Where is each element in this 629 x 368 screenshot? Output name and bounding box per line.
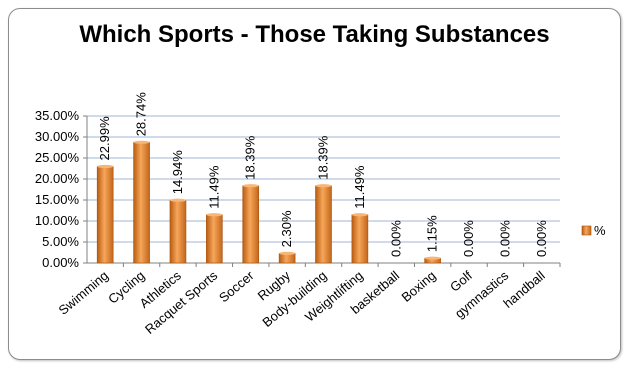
data-label: 14.94% [170, 150, 185, 195]
axes: 0.00% 5.00% 10.00% 15.00% 20.00% 25.00% 30.00%… [35, 108, 561, 337]
category-label: handball [500, 268, 547, 311]
data-label: 28.74% [134, 92, 149, 137]
chart-title: Which Sports - Those Taking Substances [79, 21, 550, 48]
data-label: 11.49% [206, 165, 221, 209]
legend-swatch [581, 225, 592, 236]
y-tick-label: 0.00% [42, 255, 79, 270]
bar-cap [133, 140, 150, 144]
data-label: 0.00% [388, 220, 403, 257]
bar-cap [424, 256, 441, 260]
data-label: 0.00% [497, 220, 512, 257]
y-tick-label: 15.00% [35, 192, 80, 207]
y-tick-label: 25.00% [35, 150, 80, 165]
bar [242, 185, 260, 264]
legend: % [581, 223, 606, 238]
y-tick-label: 35.00% [35, 108, 80, 123]
bars [96, 140, 441, 264]
legend-label: % [594, 223, 606, 238]
data-label: 1.15% [425, 215, 440, 252]
data-label: 0.00% [461, 220, 476, 257]
y-tick-label: 30.00% [35, 129, 80, 144]
y-tick-label: 20.00% [35, 171, 80, 186]
bar [206, 214, 223, 264]
data-label: 0.00% [534, 220, 549, 257]
bar [351, 214, 369, 264]
bar-cap [279, 251, 296, 255]
data-labels: 22.99% 28.74% 14.94% 11.49% 18.39% 2.30% 18.39… [97, 92, 549, 257]
category-label: Swimming [56, 268, 112, 318]
bar [169, 199, 187, 264]
data-label: 18.39% [243, 135, 258, 180]
bar-cap [169, 198, 186, 202]
y-tick-label: 10.00% [35, 213, 80, 228]
category-label: Golf [447, 268, 475, 295]
category-label: Soccer [216, 267, 257, 305]
data-label: 18.39% [316, 135, 331, 180]
bar-cap [351, 213, 368, 217]
bar-cap [206, 213, 223, 217]
data-label: 22.99% [97, 116, 112, 161]
bar [133, 141, 150, 264]
bar [315, 185, 332, 264]
category-label: Boxing [398, 268, 438, 305]
data-label: 11.49% [352, 165, 367, 209]
y-tick-label: 5.00% [42, 234, 79, 249]
bar [96, 166, 114, 264]
bar-cap [97, 164, 114, 169]
bar-cap [242, 184, 259, 188]
data-label: 2.30% [279, 210, 294, 247]
bar-cap [315, 184, 332, 188]
